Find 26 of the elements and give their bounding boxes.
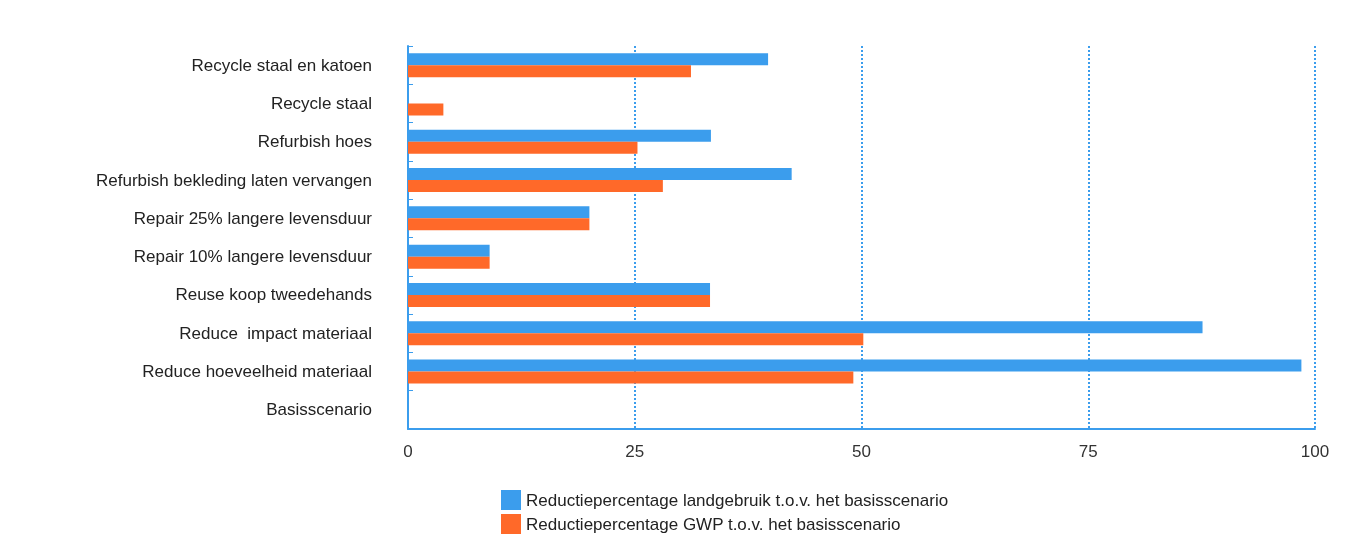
y-tick-label: Reduce impact materiaal [179,323,372,343]
bar [408,294,711,307]
bar [408,256,490,269]
y-tick-label: Reuse koop tweedehands [175,285,372,305]
bar [408,103,444,116]
bar [408,371,854,384]
bar [408,333,864,346]
legend-label: Reductiepercentage landgebruik t.o.v. het basisscenario [526,490,949,510]
bar [408,180,663,193]
y-tick-label: Refurbish bekleding laten vervangen [96,170,372,190]
y-tick-label: Basisscenario [266,400,372,420]
y-tick-label: Repair 25% langere levensduur [133,208,373,228]
y-tick-label: Repair 10% langere levensduur [133,247,373,267]
legend-label: Reductiepercentage GWP t.o.v. het basisscenario [526,514,901,534]
y-tick-label: Recycle staal [270,93,372,113]
bar [408,218,590,231]
y-tick-label: Recycle staal en katoen [191,55,372,75]
x-tick-label: 75 [1078,442,1098,461]
y-tick-label: Refurbish hoes [257,132,372,152]
x-tick-label: 0 [403,442,413,461]
x-tick-label: 25 [625,442,645,461]
bar [408,65,691,78]
x-tick-label: 100 [1300,442,1330,461]
bar [408,141,638,154]
x-tick-label: 50 [852,442,871,461]
y-tick-label: Reduce hoeveelheid materiaal [142,362,372,382]
